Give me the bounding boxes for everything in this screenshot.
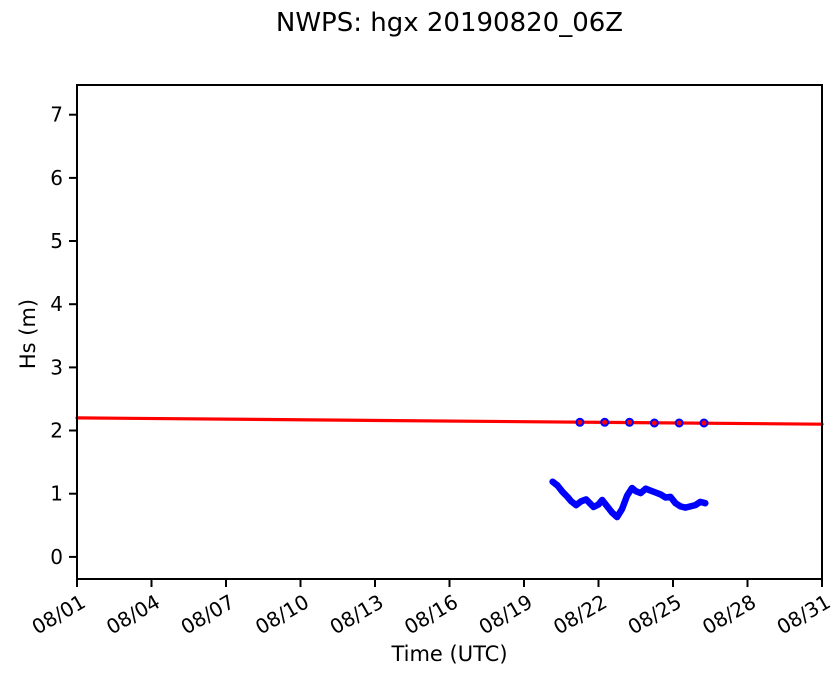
x-tick-label: 08/10 [251, 590, 313, 640]
axes-spines [76, 84, 823, 580]
x-tick-label: 08/13 [326, 590, 388, 640]
x-tick-label: 08/28 [698, 590, 760, 640]
forecast-guidance-line [75, 416, 824, 426]
x-tick-label: 08/07 [177, 590, 239, 640]
x-tick-label: 08/04 [102, 590, 164, 640]
y-tick-label: 5 [50, 229, 63, 253]
y-axis-label: Hs (m) [16, 298, 40, 370]
chart-title: NWPS: hgx 20190820_06Z [275, 8, 624, 38]
x-tick-label: 08/22 [549, 590, 611, 640]
y-tick-label: 3 [50, 355, 63, 379]
x-tick-label: 08/25 [624, 590, 686, 640]
y-tick-label: 2 [50, 419, 63, 443]
forecast-daily-markers-point [600, 417, 610, 427]
y-tick-label: 0 [50, 545, 63, 569]
y-tick-label: 4 [50, 292, 63, 316]
forecast-daily-markers-point [575, 417, 585, 427]
forecast-daily-markers-point [649, 418, 659, 428]
x-tick-label: 08/16 [400, 590, 462, 640]
forecast-daily-markers-point [674, 418, 684, 428]
x-axis-label: Time (UTC) [391, 642, 508, 666]
x-tick-label: 08/19 [475, 590, 537, 640]
x-tick-label: 08/31 [773, 590, 835, 640]
forecast-daily-markers-point [625, 417, 634, 427]
x-tick-label: 08/01 [28, 590, 90, 640]
y-tick-label: 7 [50, 103, 63, 127]
forecast-daily-markers-point [699, 418, 709, 428]
y-tick-label: 1 [50, 482, 63, 506]
y-tick-label: 6 [50, 166, 63, 190]
observed-hs-line [549, 478, 709, 521]
